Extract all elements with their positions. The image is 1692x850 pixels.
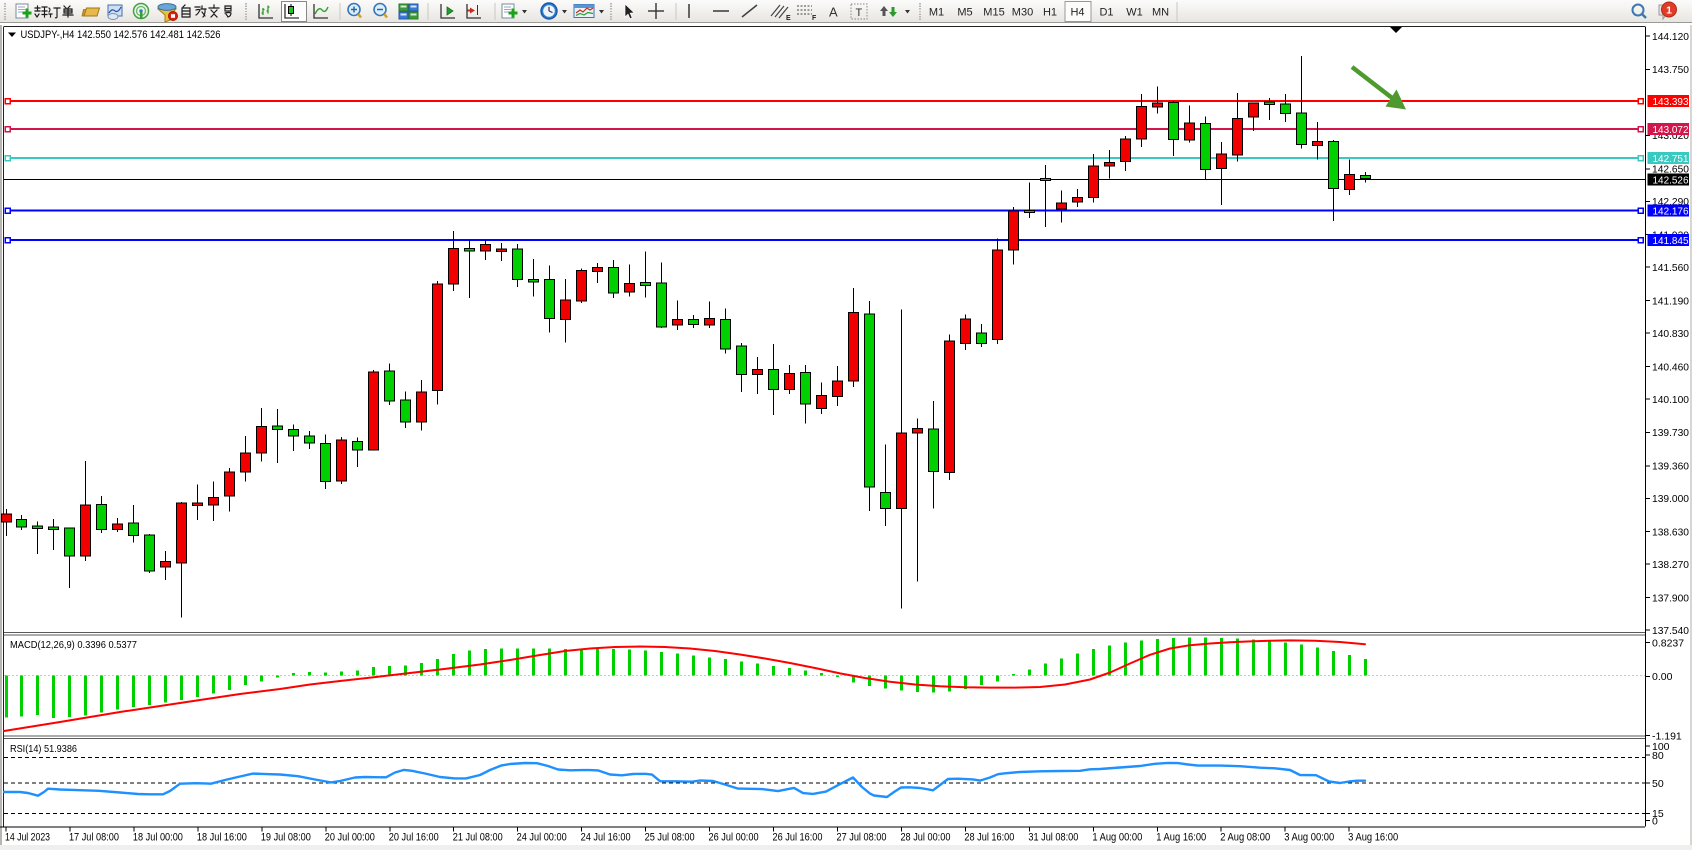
svg-text:142.526: 142.526 (1653, 174, 1689, 186)
svg-text:D1: D1 (1099, 7, 1113, 19)
svg-text:24 Jul 16:00: 24 Jul 16:00 (581, 832, 631, 844)
svg-text:139.360: 139.360 (1652, 461, 1689, 473)
svg-text:142.650: 142.650 (1652, 164, 1689, 176)
svg-text:141.190: 141.190 (1652, 295, 1689, 307)
svg-text:80: 80 (1652, 750, 1664, 762)
svg-text:139.730: 139.730 (1652, 427, 1689, 439)
svg-text:31 Jul 08:00: 31 Jul 08:00 (1028, 832, 1078, 844)
svg-text:18 Jul 00:00: 18 Jul 00:00 (133, 832, 183, 844)
svg-text:27 Jul 08:00: 27 Jul 08:00 (836, 832, 886, 844)
svg-text:A: A (829, 5, 838, 20)
svg-text:M15: M15 (983, 7, 1004, 19)
svg-text:138.630: 138.630 (1652, 527, 1689, 539)
svg-text:W1: W1 (1126, 7, 1143, 19)
svg-text:26 Jul 16:00: 26 Jul 16:00 (773, 832, 823, 844)
svg-text:144.120: 144.120 (1652, 31, 1689, 43)
svg-text:28 Jul 00:00: 28 Jul 00:00 (900, 832, 950, 844)
svg-text:142.176: 142.176 (1653, 205, 1689, 217)
svg-text:M30: M30 (1012, 7, 1033, 19)
svg-text:100: 100 (1652, 741, 1670, 753)
svg-text:21 Jul 08:00: 21 Jul 08:00 (453, 832, 503, 844)
svg-text:F: F (812, 15, 817, 22)
svg-text:1 Aug 16:00: 1 Aug 16:00 (1156, 832, 1206, 844)
svg-text:3 Aug 00:00: 3 Aug 00:00 (1284, 832, 1334, 844)
svg-text:H1: H1 (1043, 7, 1057, 19)
svg-text:MACD(12,26,9) 0.3396 0.5377: MACD(12,26,9) 0.3396 0.5377 (10, 639, 137, 651)
svg-text:143.393: 143.393 (1653, 96, 1689, 108)
svg-text:139.000: 139.000 (1652, 493, 1689, 505)
svg-text:15: 15 (1652, 808, 1664, 820)
svg-text:26 Jul 00:00: 26 Jul 00:00 (709, 832, 759, 844)
svg-text:3 Aug 16:00: 3 Aug 16:00 (1348, 832, 1398, 844)
svg-text:M5: M5 (957, 7, 972, 19)
svg-text:137.540: 137.540 (1652, 625, 1689, 637)
svg-text:1: 1 (1666, 5, 1672, 17)
svg-text:25 Jul 08:00: 25 Jul 08:00 (645, 832, 695, 844)
svg-text:142.751: 142.751 (1653, 153, 1689, 165)
svg-text:0.00: 0.00 (1652, 671, 1673, 683)
svg-text:1 Aug 00:00: 1 Aug 00:00 (1092, 832, 1142, 844)
svg-text:20 Jul 00:00: 20 Jul 00:00 (325, 832, 375, 844)
svg-text:17 Jul 08:00: 17 Jul 08:00 (69, 832, 119, 844)
svg-text:-1.191: -1.191 (1652, 730, 1682, 742)
svg-text:50: 50 (1652, 778, 1664, 790)
svg-text:T: T (856, 7, 863, 19)
svg-text:14 Jul 2023: 14 Jul 2023 (5, 832, 50, 844)
svg-text:MN: MN (1152, 7, 1169, 19)
svg-text:USDJPY-,H4 142.550 142.576 14: USDJPY-,H4 142.550 142.576 142.481 142.5… (21, 29, 221, 41)
svg-text:143.750: 143.750 (1652, 64, 1689, 76)
svg-text:138.270: 138.270 (1652, 559, 1689, 571)
svg-text:140.100: 140.100 (1652, 394, 1689, 406)
svg-text:18 Jul 16:00: 18 Jul 16:00 (197, 832, 247, 844)
svg-text:0: 0 (1652, 815, 1658, 827)
svg-text:24 Jul 00:00: 24 Jul 00:00 (517, 832, 567, 844)
svg-text:140.830: 140.830 (1652, 328, 1689, 340)
svg-text:141.845: 141.845 (1653, 235, 1689, 247)
svg-text:19 Jul 08:00: 19 Jul 08:00 (261, 832, 311, 844)
svg-text:28 Jul 16:00: 28 Jul 16:00 (964, 832, 1014, 844)
svg-text:0.8237: 0.8237 (1652, 637, 1684, 649)
svg-text:M1: M1 (929, 7, 944, 19)
svg-text:2 Aug 08:00: 2 Aug 08:00 (1220, 832, 1270, 844)
svg-text:H4: H4 (1070, 7, 1084, 19)
svg-text:143.072: 143.072 (1653, 124, 1689, 136)
svg-text:RSI(14) 51.9386: RSI(14) 51.9386 (10, 743, 77, 755)
svg-text:E: E (786, 15, 791, 22)
svg-text:141.560: 141.560 (1652, 262, 1689, 274)
svg-text:20 Jul 16:00: 20 Jul 16:00 (389, 832, 439, 844)
svg-text:140.460: 140.460 (1652, 361, 1689, 373)
svg-text:137.900: 137.900 (1652, 592, 1689, 604)
